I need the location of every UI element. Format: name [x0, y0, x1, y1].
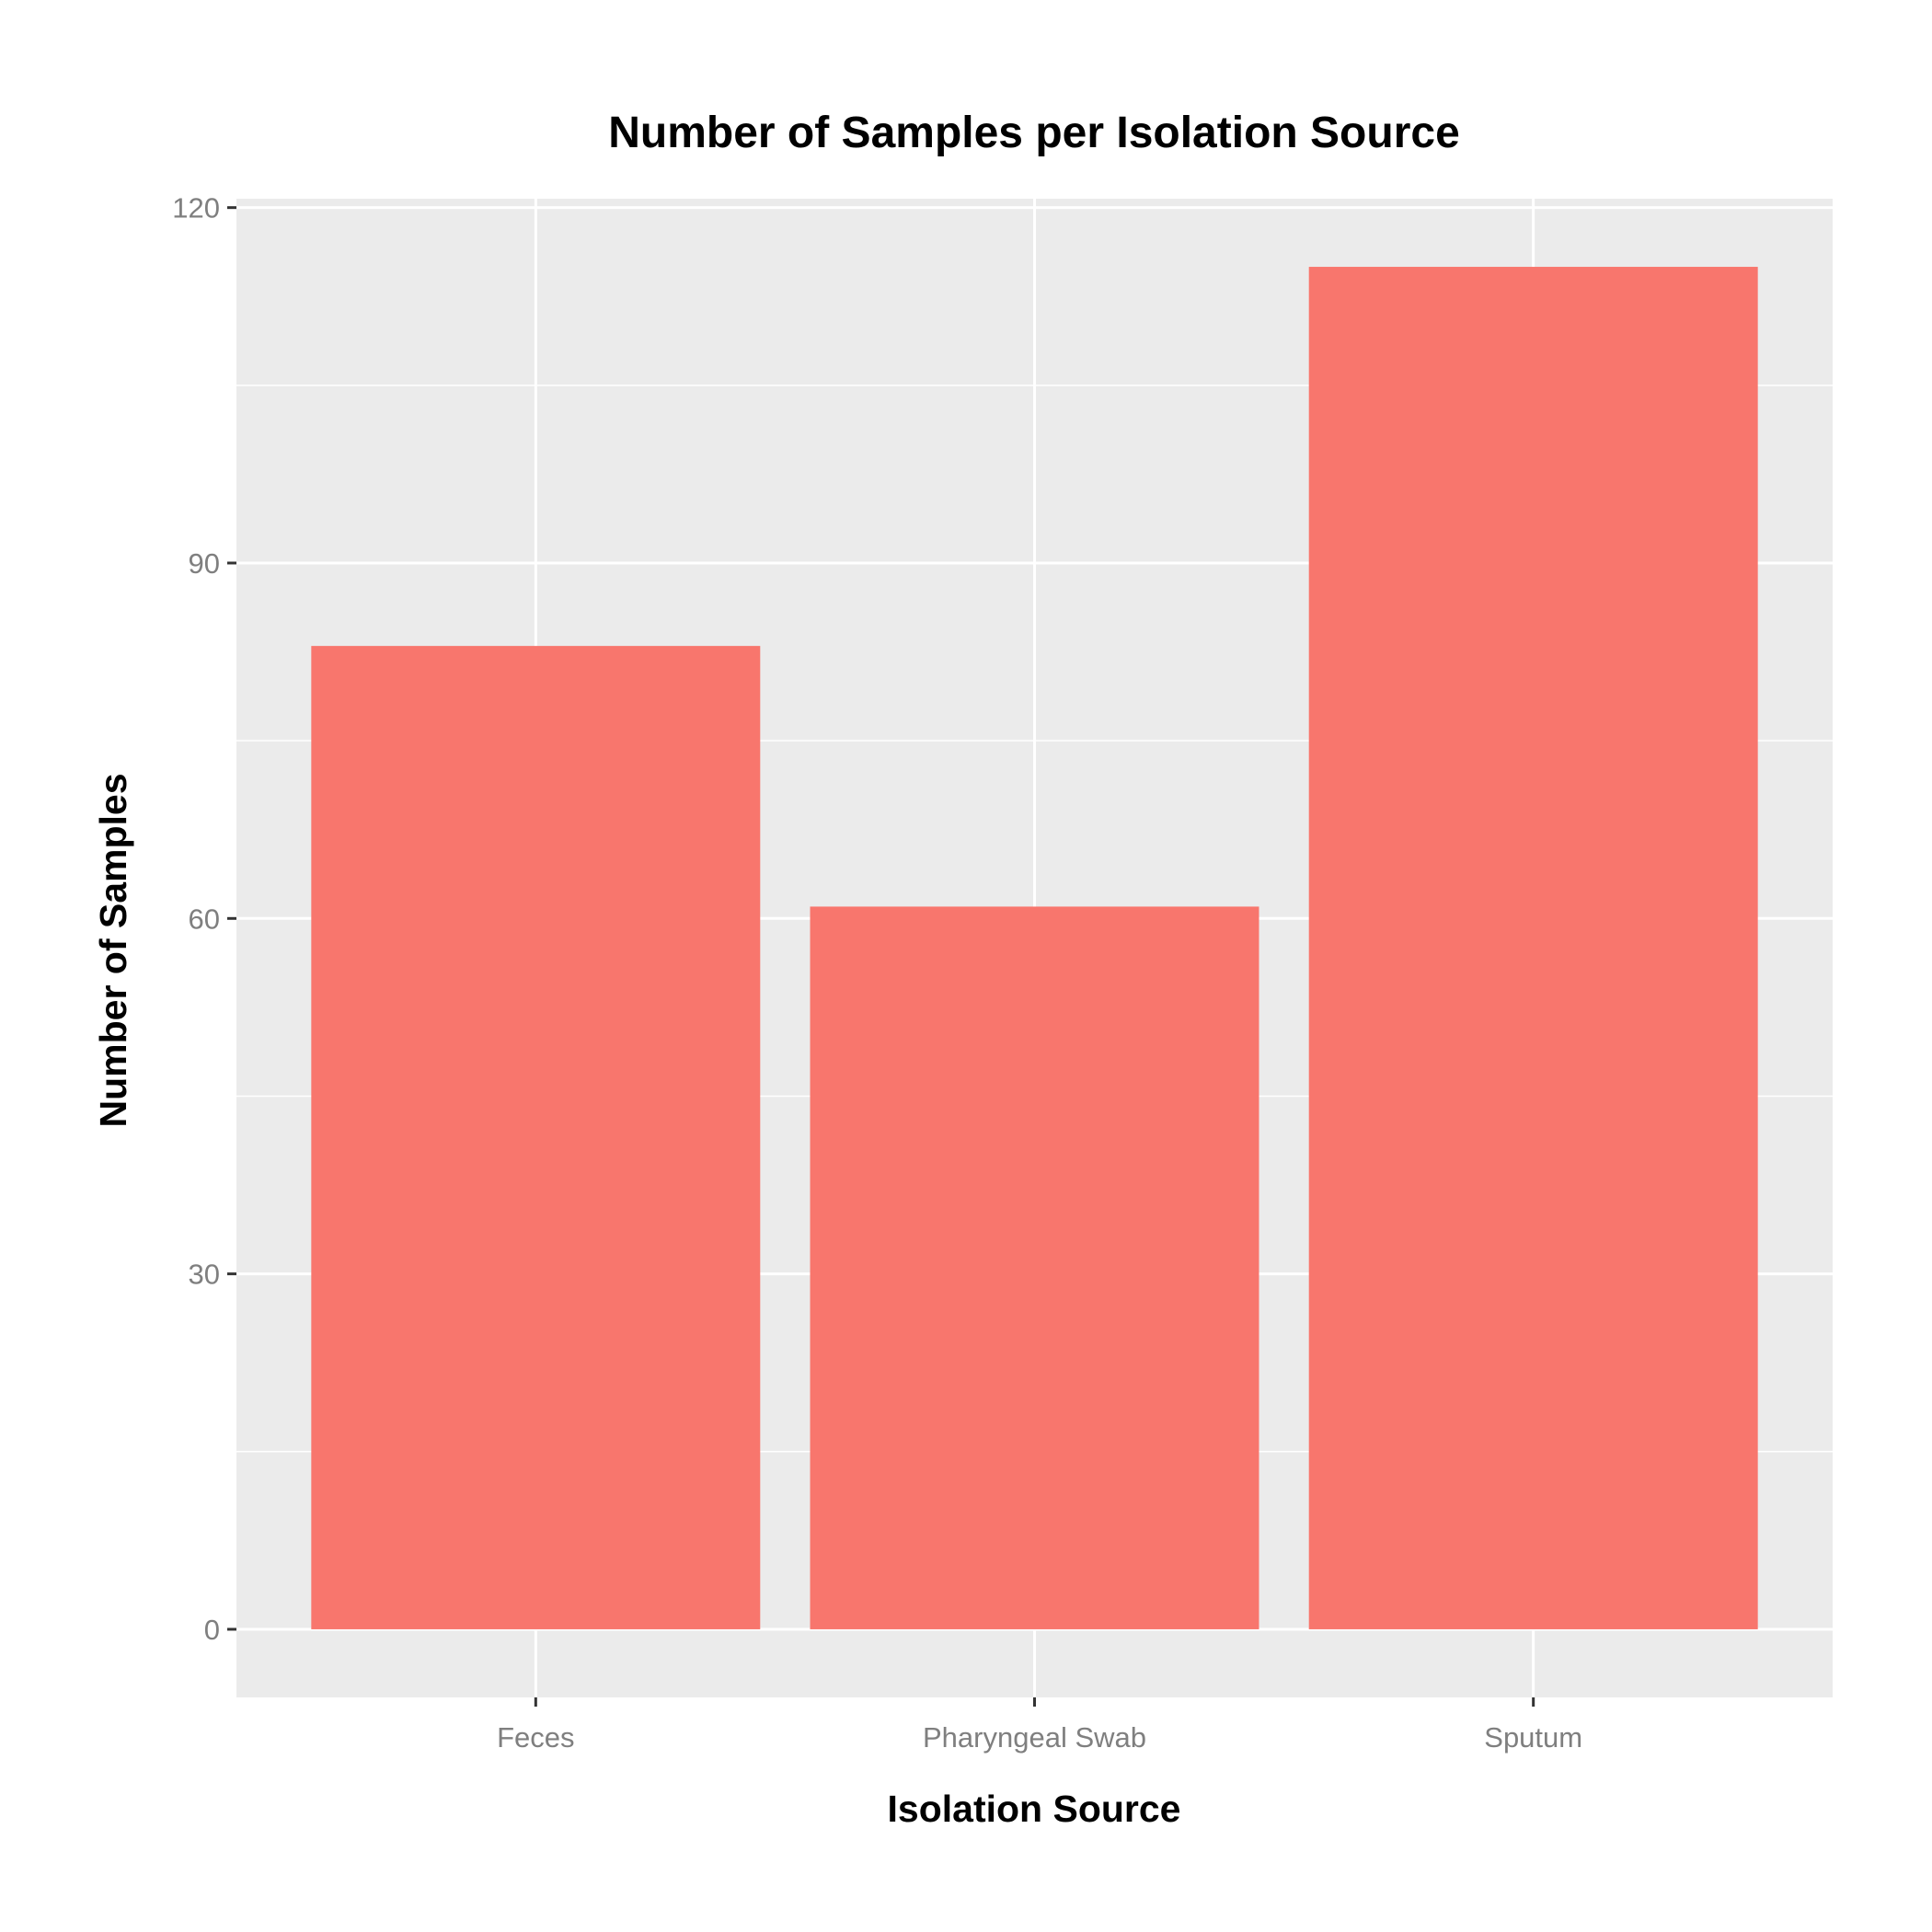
y-tick-label: 0 — [204, 1614, 220, 1646]
y-axis-title: Number of Samples — [92, 773, 134, 1127]
x-tick-label: Pharyngeal Swab — [923, 1721, 1146, 1754]
bar-feces — [311, 646, 761, 1629]
bar-pharyngeal-swab — [810, 906, 1259, 1629]
x-tick-label: Feces — [497, 1721, 574, 1754]
chart-title: Number of Samples per Isolation Source — [608, 109, 1460, 157]
x-axis: Feces Pharyngeal Swab Sputum — [497, 1697, 1582, 1754]
bars — [311, 267, 1758, 1629]
y-tick-label: 90 — [189, 547, 220, 580]
y-tick-label: 30 — [189, 1259, 220, 1291]
y-tick-label: 60 — [189, 903, 220, 935]
x-axis-title: Isolation Source — [888, 1788, 1181, 1830]
y-axis: 0 30 60 90 120 — [172, 192, 236, 1646]
y-tick-label: 120 — [172, 192, 220, 224]
x-tick-label: Sputum — [1484, 1721, 1582, 1754]
bar-sputum — [1308, 267, 1758, 1629]
